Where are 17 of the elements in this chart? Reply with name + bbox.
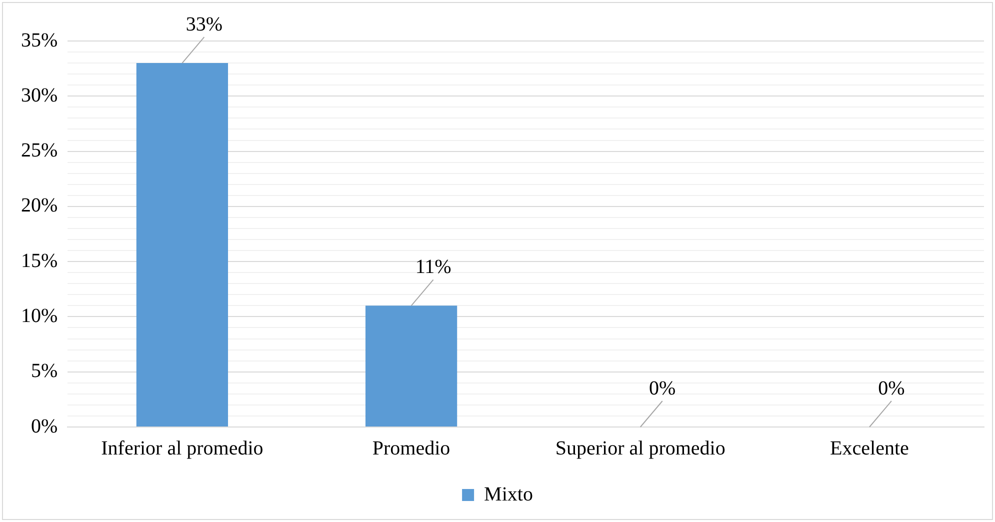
y-tick-label: 20%: [20, 194, 58, 217]
x-tick-label: Superior al promedio: [555, 437, 726, 460]
text: 0%: [878, 377, 905, 400]
x-tick-label: Inferior al promedio: [101, 437, 264, 460]
y-tick-label: 35%: [20, 29, 58, 52]
legend-label: Mixto: [484, 483, 533, 506]
x-tick-label: Excelente: [830, 437, 909, 460]
x-tick-label: Promedio: [372, 437, 450, 460]
y-tick-label: 30%: [20, 84, 58, 106]
y-tick-label: 5%: [30, 360, 58, 382]
y-tick-label: 15%: [20, 250, 58, 272]
text: 11%: [415, 256, 452, 278]
y-tick-label: 0%: [30, 415, 58, 438]
text: 33%: [186, 13, 223, 36]
y-tick-label: 10%: [20, 304, 58, 327]
y-tick-label: 25%: [20, 140, 58, 162]
text: 0%: [649, 377, 676, 400]
